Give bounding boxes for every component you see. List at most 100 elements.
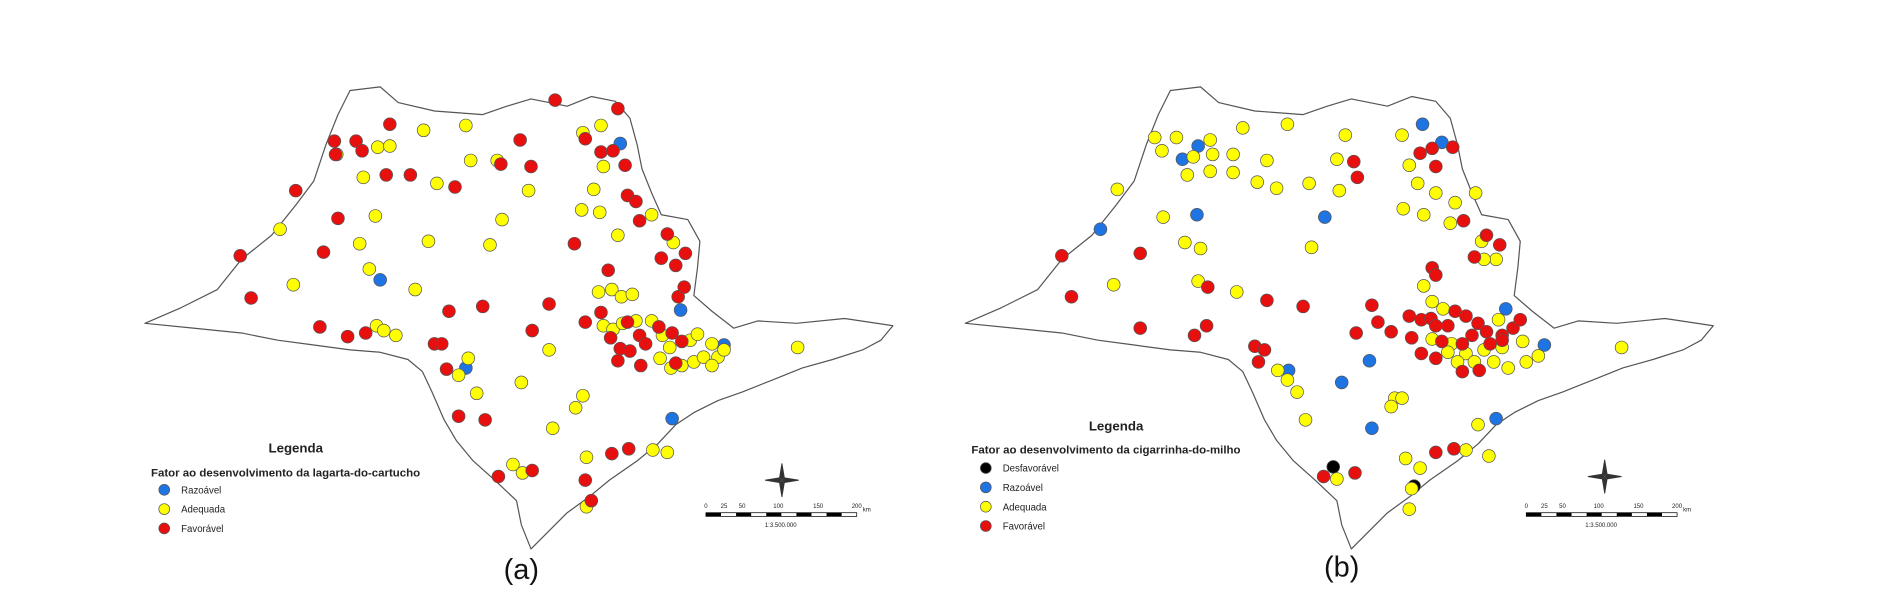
site-marker — [1180, 168, 1195, 182]
site-marker — [469, 386, 484, 401]
site-marker — [578, 131, 593, 146]
site-marker — [1269, 181, 1284, 195]
site-marker — [1201, 280, 1215, 294]
site-marker — [461, 351, 476, 366]
site-marker — [475, 299, 490, 314]
legend-swatch — [158, 503, 171, 515]
site-marker — [513, 133, 527, 147]
site-marker — [459, 118, 473, 133]
site-marker — [1106, 277, 1121, 292]
site-marker — [1250, 175, 1265, 189]
site-marker — [579, 450, 594, 464]
scale-tick-label: 25 — [1541, 504, 1548, 510]
site-marker — [1531, 349, 1546, 363]
scale-ratio: 1:3.500.000 — [1585, 523, 1617, 529]
site-marker — [1472, 363, 1486, 378]
site-marker — [525, 463, 539, 478]
site-marker — [1429, 445, 1443, 460]
site-marker — [1402, 309, 1417, 323]
site-marker — [596, 159, 611, 174]
site-marker — [1402, 158, 1417, 173]
site-marker — [660, 445, 675, 460]
site-marker — [705, 337, 719, 351]
site-marker — [611, 353, 625, 368]
site-marker — [371, 140, 385, 154]
scale-segment — [826, 512, 842, 517]
scale-segment — [705, 512, 722, 517]
site-marker — [576, 388, 590, 403]
legend-title: Legenda — [268, 440, 323, 455]
site-marker — [1482, 449, 1496, 463]
site-marker — [1362, 353, 1377, 368]
scale-unit: km — [863, 508, 871, 514]
site-marker — [448, 180, 462, 194]
site-marker — [1414, 346, 1429, 361]
site-marker — [421, 234, 436, 249]
site-marker — [1515, 334, 1530, 349]
scale-segment — [1586, 512, 1602, 517]
site-marker — [542, 343, 556, 357]
site-marker — [586, 182, 601, 197]
legend-label: Razoável — [1003, 483, 1043, 494]
site-marker — [696, 350, 711, 364]
site-marker — [1156, 210, 1170, 224]
site-marker — [1257, 343, 1272, 357]
scale-tick-label: 25 — [721, 504, 728, 510]
site-marker — [1495, 333, 1509, 347]
site-marker — [545, 421, 560, 436]
legend-label: Favorável — [181, 524, 223, 535]
site-marker — [669, 258, 683, 273]
scale-tick-label: 50 — [1559, 504, 1566, 510]
site-marker — [1178, 235, 1192, 250]
site-marker — [514, 375, 529, 390]
site-marker — [673, 303, 688, 317]
site-marker — [355, 144, 369, 158]
site-marker — [1483, 337, 1497, 351]
site-marker — [611, 101, 625, 116]
site-marker — [356, 170, 371, 185]
site-marker — [1404, 481, 1419, 496]
site-marker — [1290, 385, 1304, 399]
site-marker — [1402, 502, 1417, 516]
scale-tick-label: 150 — [1633, 504, 1644, 510]
site-marker — [1448, 195, 1462, 210]
site-marker — [1190, 207, 1204, 222]
site-marker — [273, 222, 287, 236]
site-marker — [1436, 302, 1450, 316]
site-marker — [416, 123, 431, 138]
site-marker — [1479, 228, 1494, 243]
site-marker — [1330, 152, 1344, 167]
site-marker — [362, 262, 377, 276]
site-marker — [652, 320, 666, 334]
site-marker — [1396, 201, 1410, 216]
site-marker — [1110, 182, 1125, 197]
site-marker — [653, 351, 667, 366]
site-marker — [625, 287, 640, 302]
site-marker — [506, 457, 520, 472]
site-marker — [548, 93, 562, 107]
legend-label: Razoável — [181, 485, 221, 496]
site-marker — [601, 263, 615, 277]
site-marker — [677, 280, 691, 294]
legend-swatch — [980, 520, 992, 532]
legend-swatch — [980, 462, 992, 474]
site-marker — [1489, 252, 1503, 267]
site-marker — [594, 305, 608, 320]
site-marker — [1133, 246, 1147, 261]
site-marker — [1371, 315, 1385, 329]
site-marker — [1365, 421, 1379, 436]
site-marker — [620, 315, 635, 329]
site-marker — [524, 159, 538, 174]
scale-segment — [1646, 512, 1663, 517]
site-marker — [1435, 334, 1449, 349]
site-marker — [593, 205, 607, 220]
site-marker — [1425, 294, 1439, 309]
site-marker — [584, 493, 599, 508]
site-marker — [1203, 164, 1217, 179]
scale-segment — [1556, 512, 1572, 517]
site-marker — [316, 245, 331, 259]
site-marker — [1199, 318, 1214, 333]
site-marker — [1260, 293, 1274, 308]
site-marker — [1415, 117, 1430, 132]
